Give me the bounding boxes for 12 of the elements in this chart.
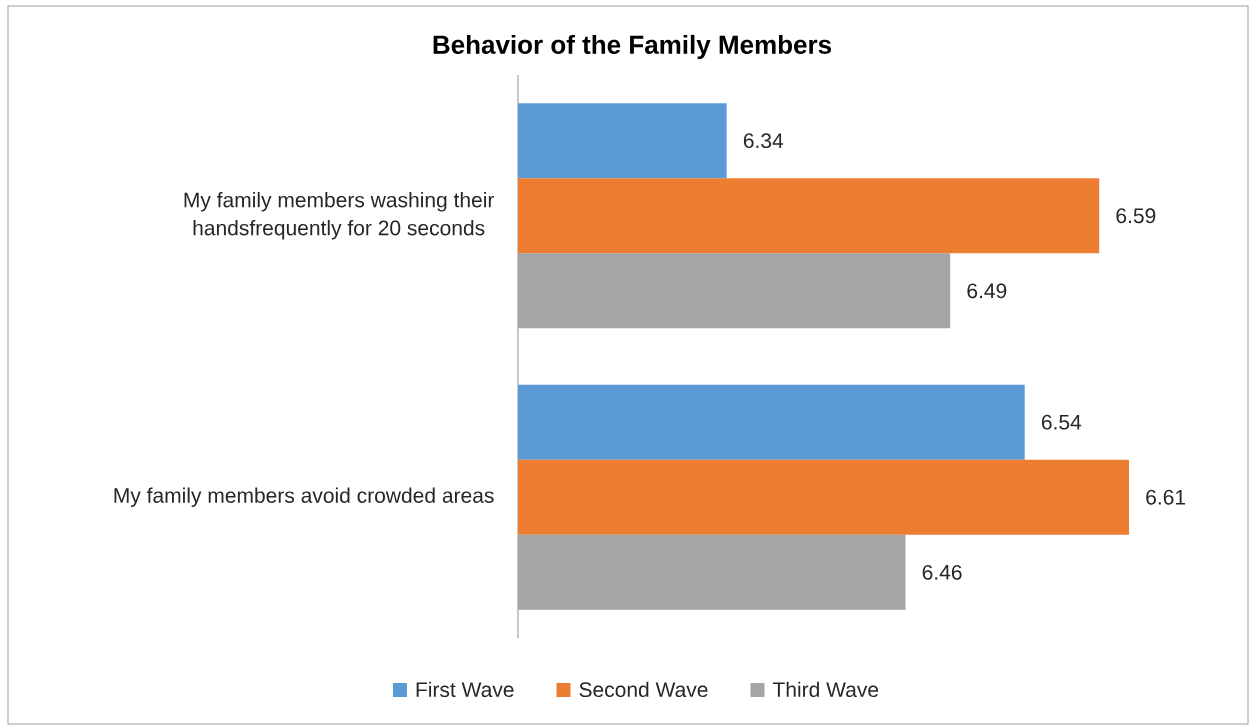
data-label: 6.54 — [1041, 414, 1082, 430]
y-tick-label: My family members washing their handsfrequently for 20 seconds — [184, 191, 495, 240]
legend-label: Second Wave — [579, 681, 708, 698]
legend-label: Third Wave — [772, 681, 879, 698]
data-label: 6.59 — [1116, 208, 1156, 224]
data-label: 6.34 — [743, 133, 784, 149]
chart-title: Behavior of the Family Members — [433, 34, 832, 60]
y-tick-label: My family members avoid crowded areas — [114, 487, 494, 508]
data-label: 6.46 — [922, 564, 962, 580]
legend-label: First Wave — [416, 681, 514, 698]
data-label: 6.49 — [967, 283, 1007, 299]
data-label: 6.61 — [1146, 489, 1186, 505]
